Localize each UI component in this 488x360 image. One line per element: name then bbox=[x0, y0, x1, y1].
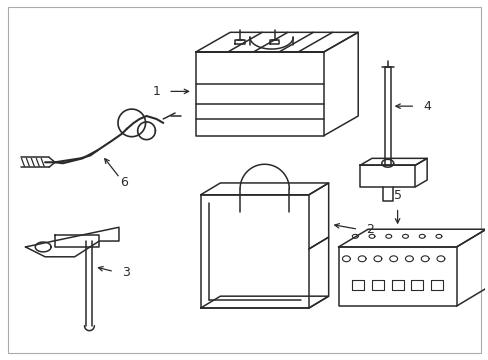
Text: 3: 3 bbox=[122, 266, 129, 279]
Text: 4: 4 bbox=[422, 100, 430, 113]
Text: 5: 5 bbox=[393, 189, 401, 202]
Text: 1: 1 bbox=[152, 85, 160, 98]
Text: 2: 2 bbox=[366, 223, 373, 236]
Text: 6: 6 bbox=[120, 176, 127, 189]
